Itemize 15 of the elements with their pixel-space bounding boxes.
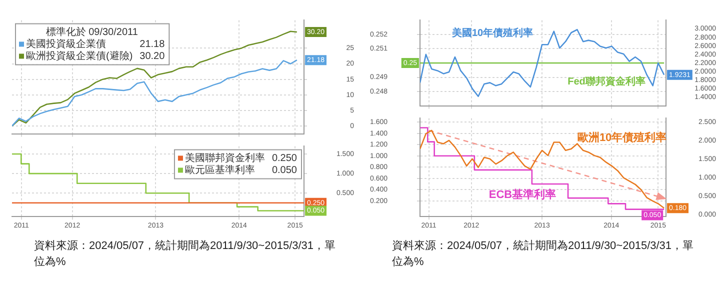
text: 0.050: [272, 164, 297, 176]
series-label: ECB基準利率: [488, 188, 556, 201]
series-label: 歐洲10年債殖利率: [577, 130, 667, 144]
legend-title: 標準化於 09/30/2011: [46, 26, 138, 38]
source-note: 資料來源：2024/05/07，統計期間為2011/9/30~2015/3/31，單位為%: [33, 238, 337, 270]
series-label: Fed聯邦資金利率: [568, 76, 646, 88]
source-note: 資料來源：2024/05/07，統計期間為2011/9/30~2015/3/31，單位為%: [391, 238, 695, 270]
legend-label: 歐元區基準利率: [184, 164, 255, 176]
text: 30.20: [140, 50, 165, 62]
legend-label: 美國聯邦資金利率: [184, 152, 265, 164]
text: 0.250: [272, 152, 297, 164]
text: 21.18: [140, 38, 165, 50]
series-label: 美國10年債殖利率: [450, 26, 534, 39]
legend-label: 美國投資級企業債: [26, 38, 106, 50]
legend-label: 歐洲投資級企業債(避險): [26, 50, 133, 62]
